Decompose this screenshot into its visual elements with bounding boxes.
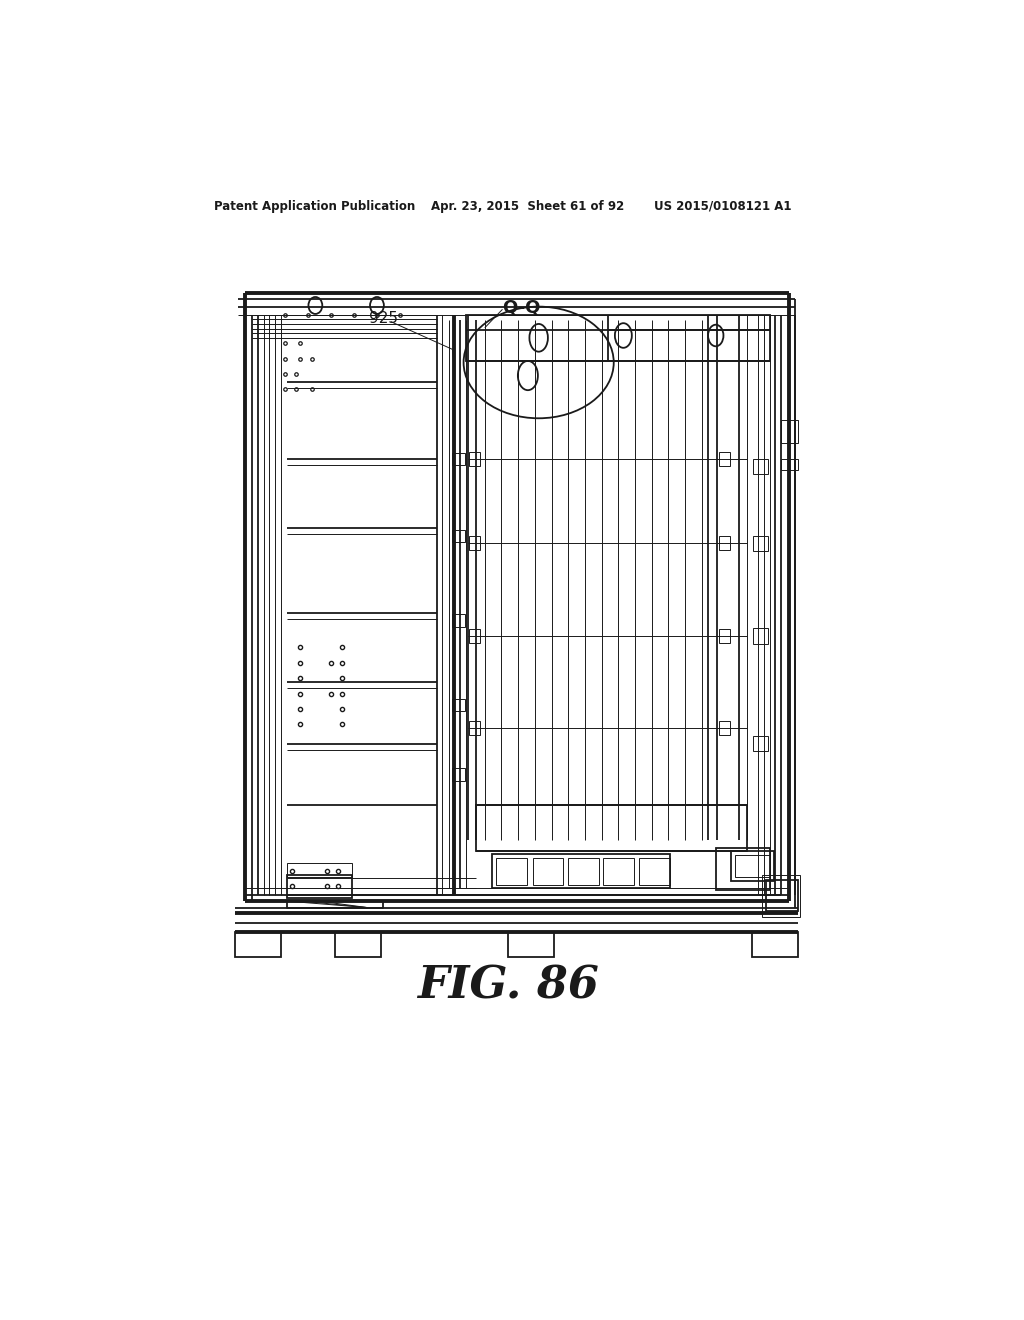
Bar xyxy=(752,932,798,957)
Bar xyxy=(287,874,352,898)
Bar xyxy=(766,880,798,911)
Text: FIG. 86: FIG. 86 xyxy=(417,965,599,1007)
Text: US 2015/0108121 A1: US 2015/0108121 A1 xyxy=(654,199,792,213)
Bar xyxy=(781,459,798,470)
Bar xyxy=(639,858,670,884)
Bar xyxy=(335,932,381,957)
Text: Q-Q: Q-Q xyxy=(503,298,541,315)
Bar xyxy=(603,858,634,884)
Bar xyxy=(469,536,480,550)
Text: 925: 925 xyxy=(370,312,398,326)
Bar xyxy=(475,805,746,851)
Bar xyxy=(469,721,480,735)
Bar xyxy=(719,628,730,643)
Bar xyxy=(753,459,768,474)
Bar xyxy=(469,628,480,643)
Bar xyxy=(753,737,768,751)
Bar xyxy=(497,858,527,884)
Bar xyxy=(735,855,770,876)
Bar xyxy=(453,700,465,711)
Bar xyxy=(532,858,563,884)
Bar xyxy=(453,614,465,627)
Bar xyxy=(753,536,768,552)
Bar xyxy=(453,529,465,543)
Bar xyxy=(719,721,730,735)
Bar xyxy=(719,536,730,550)
Bar xyxy=(493,854,670,888)
Bar xyxy=(716,847,770,890)
Bar xyxy=(731,851,773,880)
Text: Patent Application Publication: Patent Application Publication xyxy=(214,199,415,213)
Bar xyxy=(466,314,770,360)
Bar xyxy=(753,628,768,644)
Bar xyxy=(236,932,282,957)
Bar xyxy=(508,932,554,957)
Bar xyxy=(453,453,465,465)
Bar xyxy=(469,451,480,466)
Bar xyxy=(287,863,352,876)
Text: Apr. 23, 2015  Sheet 61 of 92: Apr. 23, 2015 Sheet 61 of 92 xyxy=(431,199,624,213)
Bar xyxy=(568,858,599,884)
Bar xyxy=(719,451,730,466)
Bar xyxy=(762,874,801,917)
Bar xyxy=(781,420,798,444)
Bar xyxy=(453,768,465,780)
